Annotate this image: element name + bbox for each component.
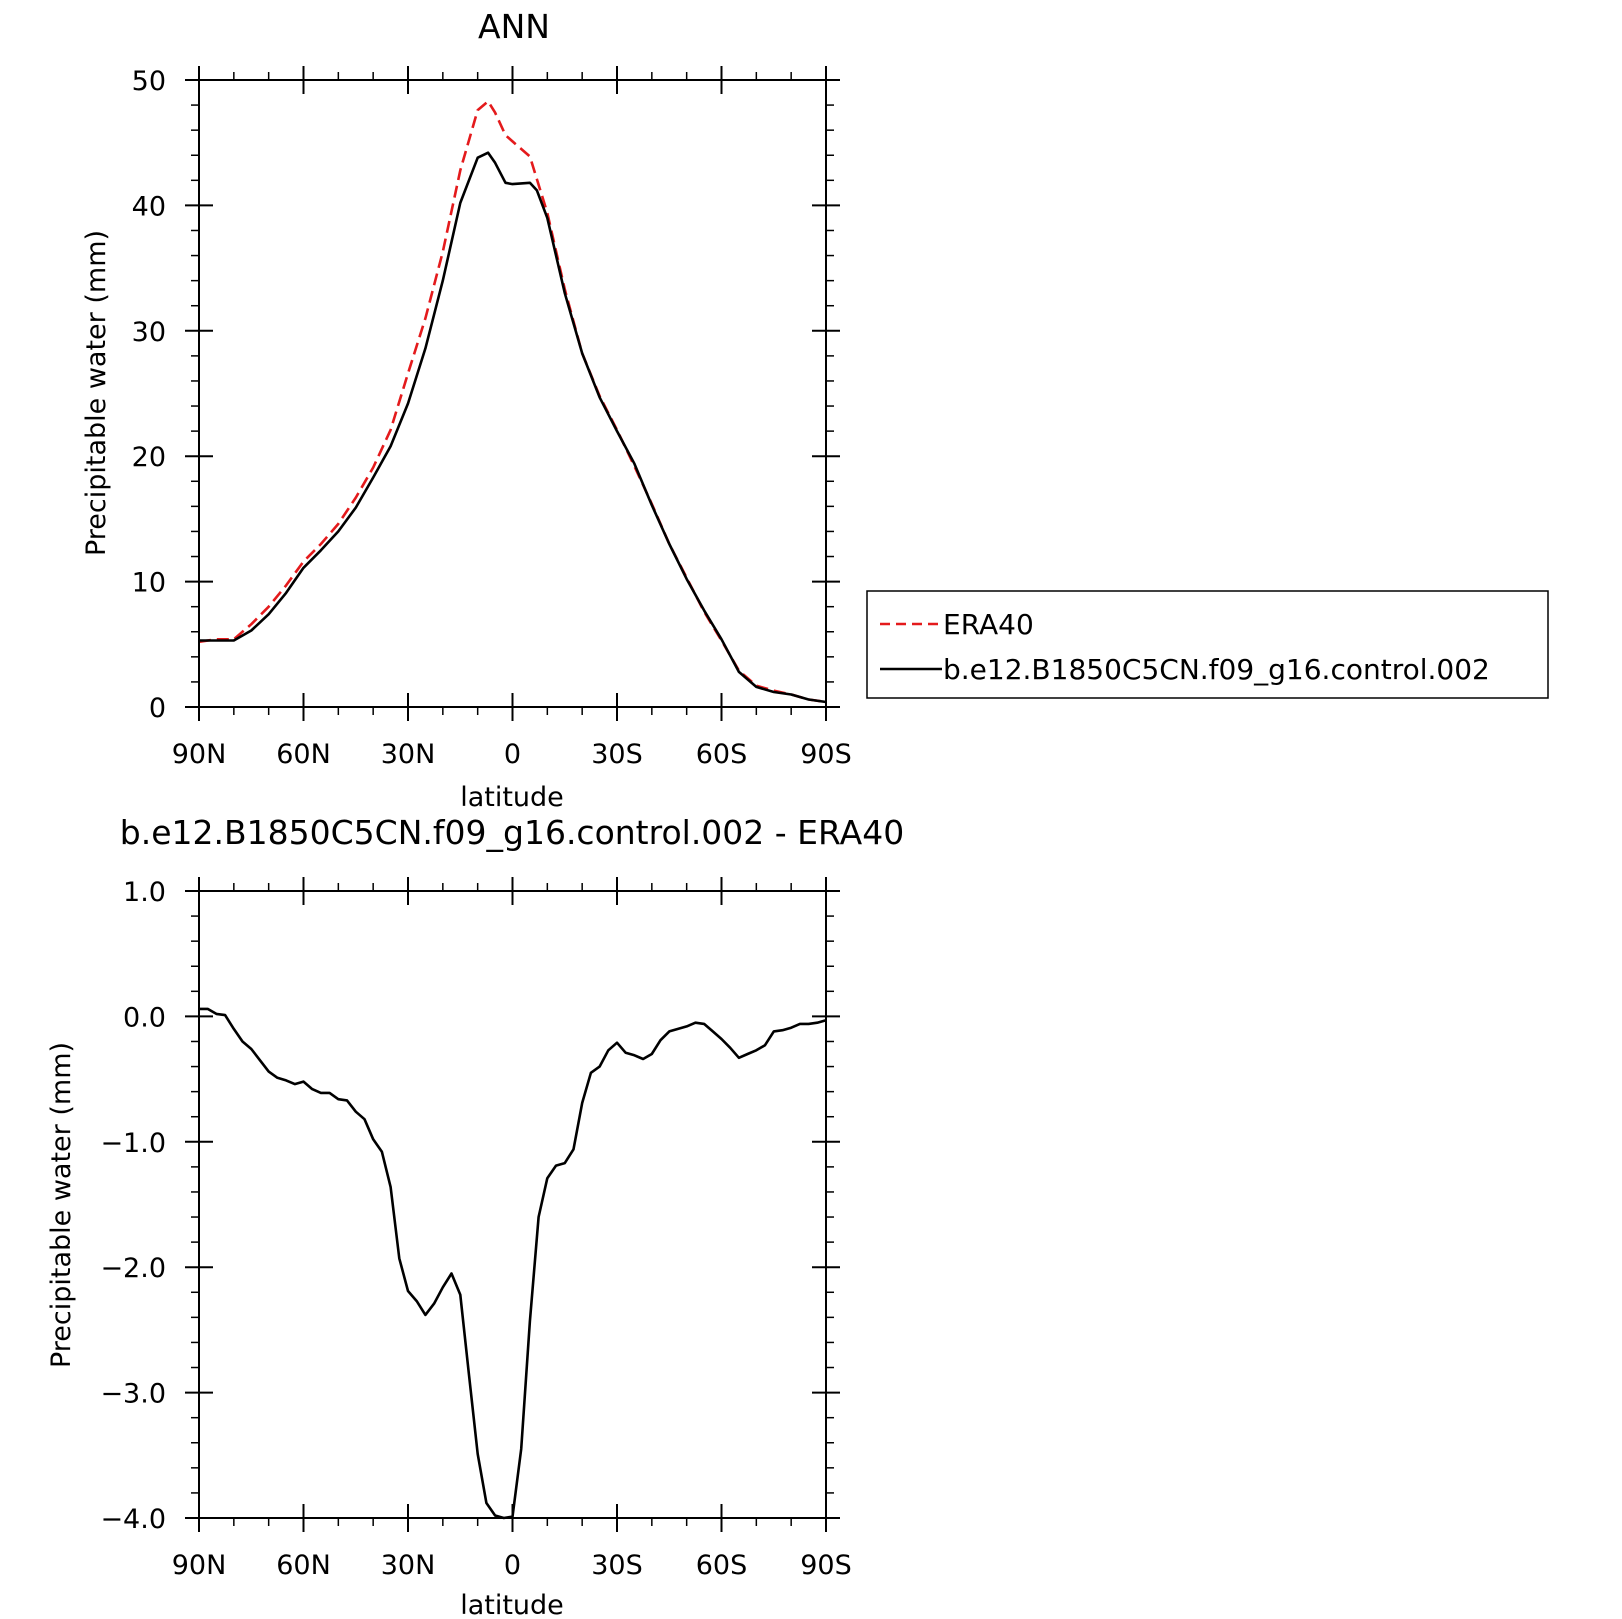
top-x-tick-label: 60N [276,739,331,770]
bottom-y-axis-label: Precipitable water (mm) [46,1042,77,1368]
top-x-tick-labels: 90N 60N 30N 0 30S 60S 90S [172,739,852,770]
bottom-x-tick-label: 30N [381,1550,436,1581]
bottom-x-tick-label: 30S [591,1550,643,1581]
top-y-tick-labels: 0 10 20 30 40 50 [132,66,166,724]
bottom-x-tick-label: 60S [696,1550,748,1581]
top-series-line-1 [199,151,827,704]
bottom-x-axis-label: latitude [460,1590,564,1619]
top-x-axis-label: latitude [460,782,564,813]
top-y-tick-label: 20 [132,442,166,473]
bottom-series-layer [199,1007,827,1520]
bottom-y-tick-labels: −4.0 −3.0 −2.0 −1.0 0.0 1.0 [100,877,166,1535]
top-x-tick-label: 90N [172,739,227,770]
top-series-layer [198,100,827,704]
top-x-tick-label: 30S [591,739,643,770]
bottom-y-tick-label: 1.0 [123,877,166,908]
legend-label-era40: ERA40 [943,608,1034,641]
bottom-y-tick-label: −2.0 [100,1253,166,1284]
bottom-chart-title: b.e12.B1850C5CN.f09_g16.control.002 - ER… [120,813,904,852]
bottom-y-tick-label: −3.0 [100,1379,166,1410]
bottom-plot-frame [198,890,827,1519]
top-y-tick-label: 40 [132,191,166,222]
panel-top: ANN 90N 60N 30N 0 30S 60S 90S 0 10 20 30 40 50 lati… [81,7,1549,813]
legend-label-model: b.e12.B1850C5CN.f09_g16.control.002 [943,653,1490,686]
bottom-x-tick-label: 60N [276,1550,331,1581]
panel-bottom: b.e12.B1850C5CN.f09_g16.control.002 - ER… [46,813,904,1619]
bottom-y-tick-label: −1.0 [100,1128,166,1159]
bottom-x-tick-label: 0 [504,1550,521,1581]
legend-box [866,590,1549,699]
bottom-x-tick-label: 90S [800,1550,852,1581]
bottom-x-tick-label: 90N [172,1550,227,1581]
top-x-tick-label: 30N [381,739,436,770]
bottom-y-tick-label: −4.0 [100,1504,166,1535]
top-y-tick-label: 10 [132,568,166,599]
top-chart-title: ANN [478,7,550,46]
top-y-tick-label: 50 [132,66,166,97]
top-y-tick-label: 30 [132,317,166,348]
top-plot-frame [198,79,827,708]
top-y-tick-label: 0 [149,693,166,724]
top-x-tick-label: 90S [800,739,852,770]
top-y-axis-label: Precipitable water (mm) [81,230,112,556]
bottom-series-line-0 [199,1007,827,1520]
top-ticks [185,66,840,721]
bottom-x-tick-labels: 90N 60N 30N 0 30S 60S 90S [172,1550,852,1581]
legend: ERA40 b.e12.B1850C5CN.f09_g16.control.00… [866,590,1549,699]
top-x-tick-label: 0 [504,739,521,770]
bottom-ticks [185,877,840,1532]
top-series-line-0 [198,100,827,704]
top-x-tick-label: 60S [696,739,748,770]
bottom-y-tick-label: 0.0 [123,1002,166,1033]
